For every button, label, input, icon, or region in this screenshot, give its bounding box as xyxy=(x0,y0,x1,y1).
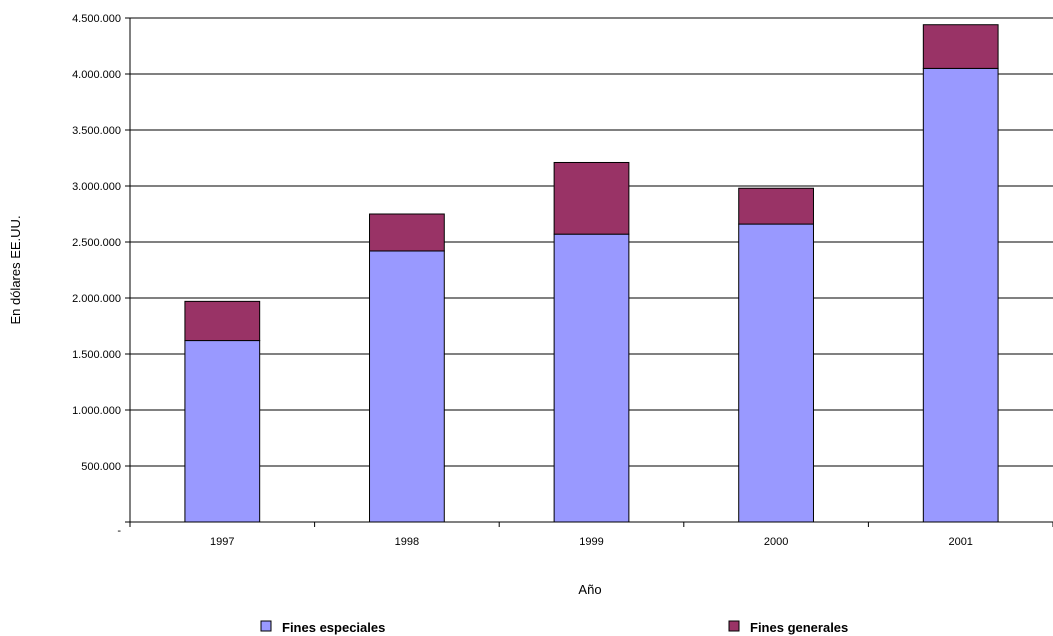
legend: Fines especiales Fines generales xyxy=(260,620,848,635)
y-tick-label: 2.000.000 xyxy=(72,293,121,305)
bar-fines-generales-2000 xyxy=(738,187,814,225)
bar-fines-generales-1997 xyxy=(184,300,261,342)
y-axis-title: En dólares EE.UU. xyxy=(8,215,23,324)
y-tick-labels: - 500.000 1.000.000 1.500.000 2.000.000 2.500… xyxy=(72,13,121,537)
y-tick-label: 1.500.000 xyxy=(72,349,121,361)
bar-fines-especiales-1999 xyxy=(553,233,630,523)
y-tick-label: 3.000.000 xyxy=(72,181,121,193)
bar-fines-generales-1998 xyxy=(369,213,445,252)
bar-fines-especiales-2000 xyxy=(738,223,814,523)
x-tick-label: 2001 xyxy=(948,536,972,548)
x-tick-labels: 1997 1998 1999 2000 2001 xyxy=(210,536,973,548)
x-tick-label: 1997 xyxy=(210,536,234,548)
bar-fines-generales-1999 xyxy=(553,161,630,235)
x-axis-title: Año xyxy=(578,582,601,597)
legend-swatch-fines-generales xyxy=(728,620,740,632)
x-tick-label: 2000 xyxy=(764,536,788,548)
x-tick-label: 1998 xyxy=(395,536,419,548)
y-tick-label: 3.500.000 xyxy=(72,125,121,137)
x-tick-label: 1999 xyxy=(579,536,603,548)
legend-label-fines-generales: Fines generales xyxy=(750,620,848,635)
legend-swatch-fines-especiales xyxy=(260,620,272,632)
axes xyxy=(125,17,1053,527)
legend-label-fines-especiales: Fines especiales xyxy=(282,620,385,635)
y-tick-label: 500.000 xyxy=(81,461,121,473)
y-tick-label: 4.000.000 xyxy=(72,69,121,81)
y-tick-label: - xyxy=(117,525,121,537)
bar-fines-especiales-1997 xyxy=(184,340,261,523)
y-tick-label: 1.000.000 xyxy=(72,405,121,417)
y-tick-label: 4.500.000 xyxy=(72,13,121,25)
bar-fines-especiales-1998 xyxy=(369,250,445,523)
bar-fines-especiales-2001 xyxy=(922,67,999,523)
bar-fines-generales-2001 xyxy=(922,24,999,69)
y-tick-label: 2.500.000 xyxy=(72,237,121,249)
bars xyxy=(184,24,999,523)
